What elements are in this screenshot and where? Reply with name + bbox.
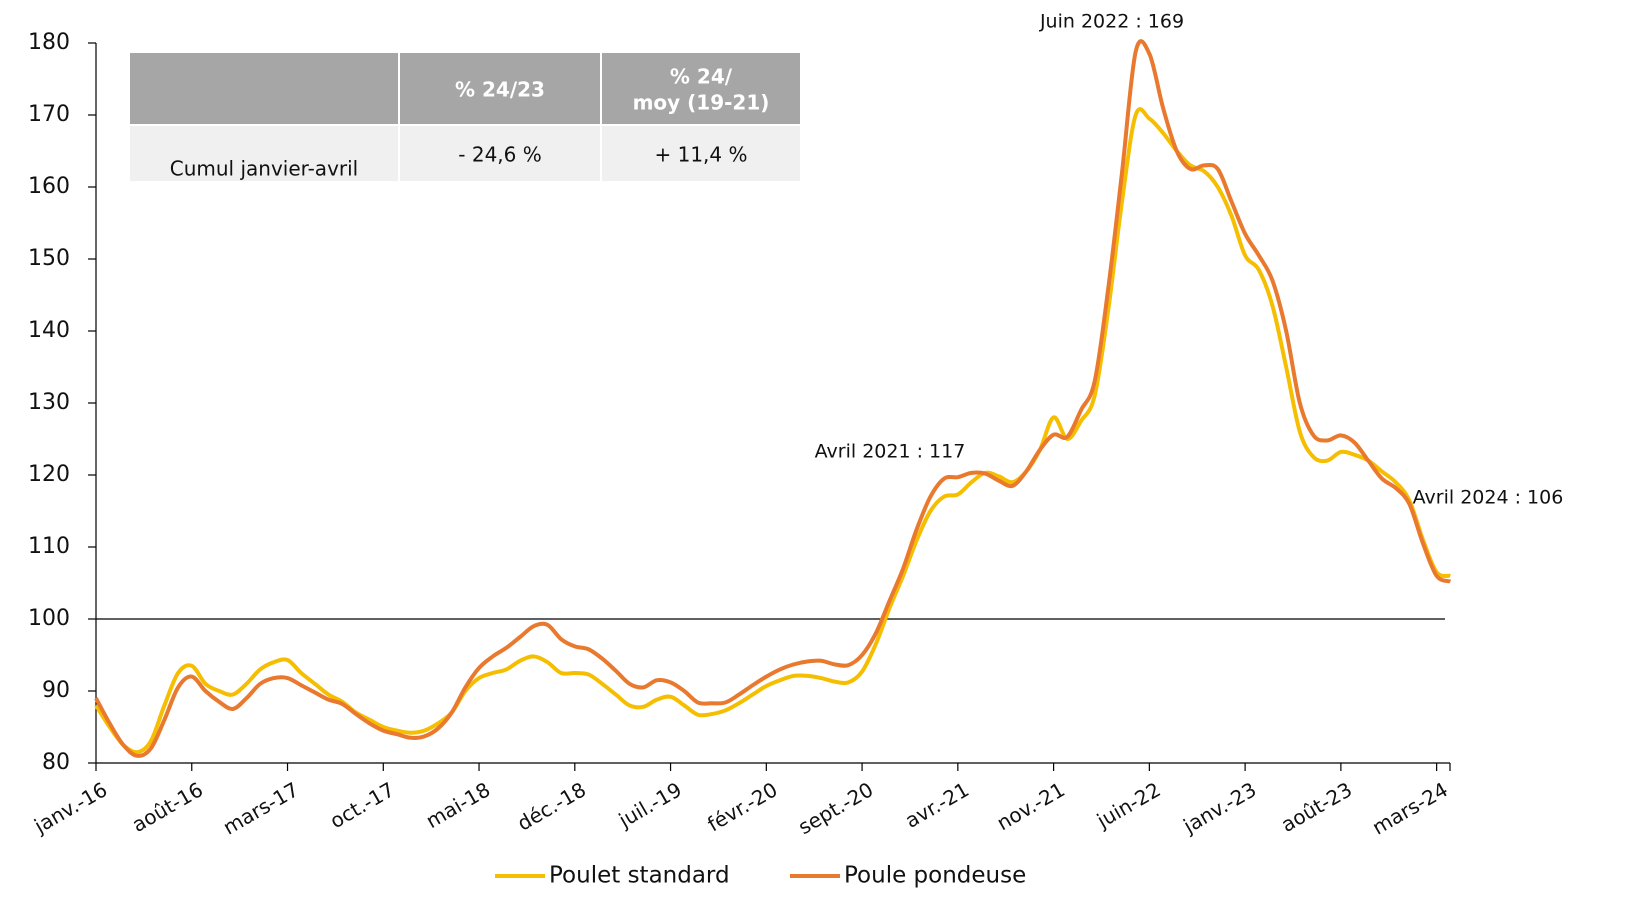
table-cell bbox=[602, 126, 800, 181]
table-header-cell bbox=[130, 53, 398, 124]
y-tick-label: 170 bbox=[28, 102, 70, 127]
y-tick-label: 140 bbox=[28, 318, 70, 343]
x-tick-label: mars-24 bbox=[1368, 777, 1452, 839]
x-tick-label: sept.-20 bbox=[794, 777, 877, 839]
y-tick-label: 150 bbox=[28, 246, 70, 271]
x-tick-label: janv.-16 bbox=[29, 777, 111, 838]
table-header-cell bbox=[602, 53, 800, 124]
x-tick-label: juil.-19 bbox=[614, 777, 686, 832]
table-header-cell bbox=[400, 53, 600, 124]
y-tick-label: 180 bbox=[28, 30, 70, 55]
table-header: % 24/ bbox=[670, 65, 733, 89]
x-tick-label: févr.-20 bbox=[703, 777, 781, 836]
x-tick-label: mars-17 bbox=[219, 777, 303, 839]
table-row-label: Cumul janvier-avril bbox=[170, 157, 359, 181]
x-tick-label: août-23 bbox=[1277, 777, 1356, 837]
y-tick-label: 80 bbox=[42, 750, 70, 775]
x-tick-label: janv.-23 bbox=[1178, 777, 1260, 838]
table-value: + 11,4 % bbox=[654, 143, 747, 167]
x-tick-label: mai-18 bbox=[422, 777, 495, 833]
x-tick-label: oct.-17 bbox=[326, 777, 399, 833]
table-cell bbox=[400, 126, 600, 181]
table-header: % 24/23 bbox=[455, 78, 545, 102]
y-tick-label: 120 bbox=[28, 462, 70, 487]
annotation: Avril 2024 : 106 bbox=[1413, 487, 1564, 509]
x-tick-label: avr.-21 bbox=[901, 777, 973, 833]
x-tick-label: juin-22 bbox=[1092, 777, 1165, 833]
y-tick-label: 160 bbox=[28, 174, 70, 199]
series-line bbox=[94, 39, 1452, 758]
table-value: - 24,6 % bbox=[458, 143, 541, 167]
table-cell bbox=[130, 126, 398, 181]
x-tick-label: déc.-18 bbox=[513, 777, 590, 835]
legend-label: Poule pondeuse bbox=[844, 863, 1026, 889]
x-tick-label: août-16 bbox=[128, 777, 207, 837]
table-header: moy (19-21) bbox=[633, 91, 770, 115]
y-tick-label: 110 bbox=[28, 534, 70, 559]
series-line bbox=[94, 107, 1451, 755]
y-tick-label: 100 bbox=[28, 606, 70, 631]
legend-label: Poulet standard bbox=[549, 863, 730, 889]
y-tick-label: 130 bbox=[28, 390, 70, 415]
annotation: Avril 2021 : 117 bbox=[815, 441, 966, 463]
annotation: Juin 2022 : 169 bbox=[1039, 11, 1184, 33]
x-tick-label: nov.-21 bbox=[993, 777, 1069, 835]
y-tick-label: 90 bbox=[42, 678, 70, 703]
